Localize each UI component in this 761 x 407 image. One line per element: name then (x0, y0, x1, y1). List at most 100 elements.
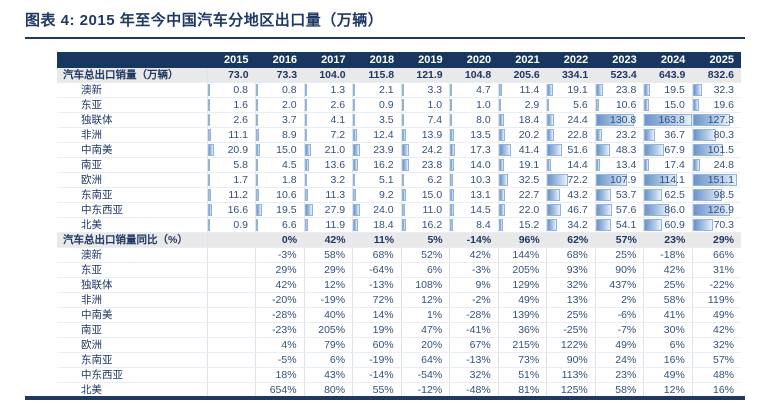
data-bar (595, 144, 610, 156)
cell-value: 115.8 (368, 69, 395, 81)
data-bar (547, 129, 554, 141)
value-cell: 16.2 (401, 217, 451, 233)
value-cell: 41% (643, 307, 693, 323)
cell-value: 25% (615, 249, 637, 261)
value-cell: 9.2 (352, 187, 402, 203)
cell-value: 22.7 (518, 189, 540, 201)
cell-value: 22.8 (567, 129, 588, 141)
export-table: 2015 2016 2017 2018 2019 2020 2021 2022 2023 2024… (57, 52, 741, 398)
value-cell: 437% (595, 277, 645, 293)
year-header: 2017 (304, 52, 353, 68)
cell-value: 48% (712, 369, 734, 381)
cell-value: 72.2 (567, 174, 588, 186)
cell-value: 4.7 (476, 84, 491, 96)
value-cell: 24.4 (546, 112, 596, 128)
cell-value: 42% (663, 264, 685, 276)
data-bar (595, 129, 603, 141)
cell-value: 20% (421, 339, 443, 351)
data-bar (256, 174, 259, 186)
data-bar (547, 144, 563, 156)
value-cell: 13.4 (595, 157, 645, 173)
value-cell: 72.2 (546, 172, 596, 188)
value-cell: 53.7 (595, 187, 645, 203)
value-cell: 11.9 (304, 217, 354, 233)
value-cell: 12% (401, 292, 451, 308)
cell-value: 48.3 (615, 144, 637, 156)
data-bar (692, 144, 723, 156)
cell-value: 101.5 (707, 144, 734, 156)
data-bar (692, 114, 731, 126)
cell-value: 163.8 (658, 114, 685, 126)
table-row: 东亚 29% 29% -64% 6% -3% 205% 93% 90% 42% 31% (57, 262, 741, 278)
cell-value: 1.0 (476, 99, 491, 111)
cell-value: 68% (372, 249, 394, 261)
value-cell: 90% (595, 262, 645, 278)
cell-value: 19.1 (518, 159, 540, 171)
data-bar (692, 99, 699, 111)
cell-value: -14% (466, 234, 492, 246)
data-bar (304, 144, 311, 156)
value-cell (207, 277, 257, 293)
cell-value: 15.0 (664, 99, 685, 111)
cell-value: 23.8 (421, 159, 443, 171)
cell-value: 832.6 (707, 69, 734, 81)
cell-value: 7.4 (427, 114, 443, 126)
cell-value: 13% (566, 294, 588, 306)
cell-value: 32.5 (518, 174, 540, 186)
value-cell (207, 322, 257, 338)
value-cell: 104.0 (304, 68, 353, 83)
row-label: 南亚 (57, 322, 208, 338)
cell-value: 13.5 (470, 129, 491, 141)
value-cell (207, 262, 257, 278)
cell-value: 0.9 (379, 99, 394, 111)
data-bar (547, 99, 550, 111)
cell-value: 52% (421, 249, 443, 261)
cell-value: 79% (324, 339, 346, 351)
year-header: 2024 (643, 52, 693, 68)
cell-value: 16.2 (421, 219, 443, 231)
cell-value: -28% (466, 309, 491, 321)
data-bar (595, 219, 612, 231)
cell-value: 24.2 (421, 144, 443, 156)
value-cell: 25% (546, 307, 596, 323)
value-cell: 0.8 (255, 82, 305, 98)
cell-value: 205% (512, 264, 540, 276)
value-cell: 54.1 (595, 217, 645, 233)
data-bar (595, 174, 628, 186)
cell-value: 6.6 (281, 219, 297, 231)
value-cell: 5.1 (352, 172, 402, 188)
value-cell: 205.6 (498, 68, 547, 83)
value-cell: 25% (643, 277, 693, 293)
value-cell: 6% (643, 337, 693, 353)
value-cell: 73.0 (207, 68, 256, 83)
value-cell: 32% (449, 367, 499, 383)
cell-value: 205.6 (513, 69, 540, 81)
value-cell: 17.4 (643, 157, 693, 173)
data-bar (498, 144, 511, 156)
data-bar (256, 159, 259, 171)
value-cell: -5% (255, 352, 305, 368)
cell-value: 12% (324, 279, 346, 291)
cell-value: 51% (518, 369, 540, 381)
data-bar (692, 189, 722, 201)
data-bar (547, 84, 553, 96)
table-row: 独联体 42% 12% -13% 108% 9% 129% 32% 437% 25% -22% (57, 277, 741, 293)
value-cell: 52% (401, 247, 451, 263)
value-cell: 66% (692, 247, 741, 263)
value-cell: 121.9 (401, 68, 450, 83)
cell-value: 86.0 (664, 204, 685, 216)
cell-value: 14% (372, 309, 394, 321)
value-cell: 25% (595, 247, 645, 263)
data-bar (595, 84, 603, 96)
bottom-divider-line (25, 396, 745, 400)
table-row: 欧洲 1.7 1.8 3.2 5.1 6.2 10.3 32.5 72.2 107.9 114.1 1… (57, 172, 741, 188)
cell-value: 19% (372, 324, 394, 336)
table-row: 澳新 0.8 0.8 1.3 2.1 3.3 4.7 11.4 19.1 23.8 19.5 32.3 (57, 82, 741, 98)
data-bar (256, 204, 262, 216)
cell-value: -5% (277, 354, 297, 366)
value-cell: 163.8 (643, 112, 693, 128)
value-cell: 48.3 (595, 142, 645, 158)
value-cell: 6% (401, 262, 451, 278)
value-cell: 47% (401, 322, 451, 338)
value-cell: 9% (449, 277, 499, 293)
